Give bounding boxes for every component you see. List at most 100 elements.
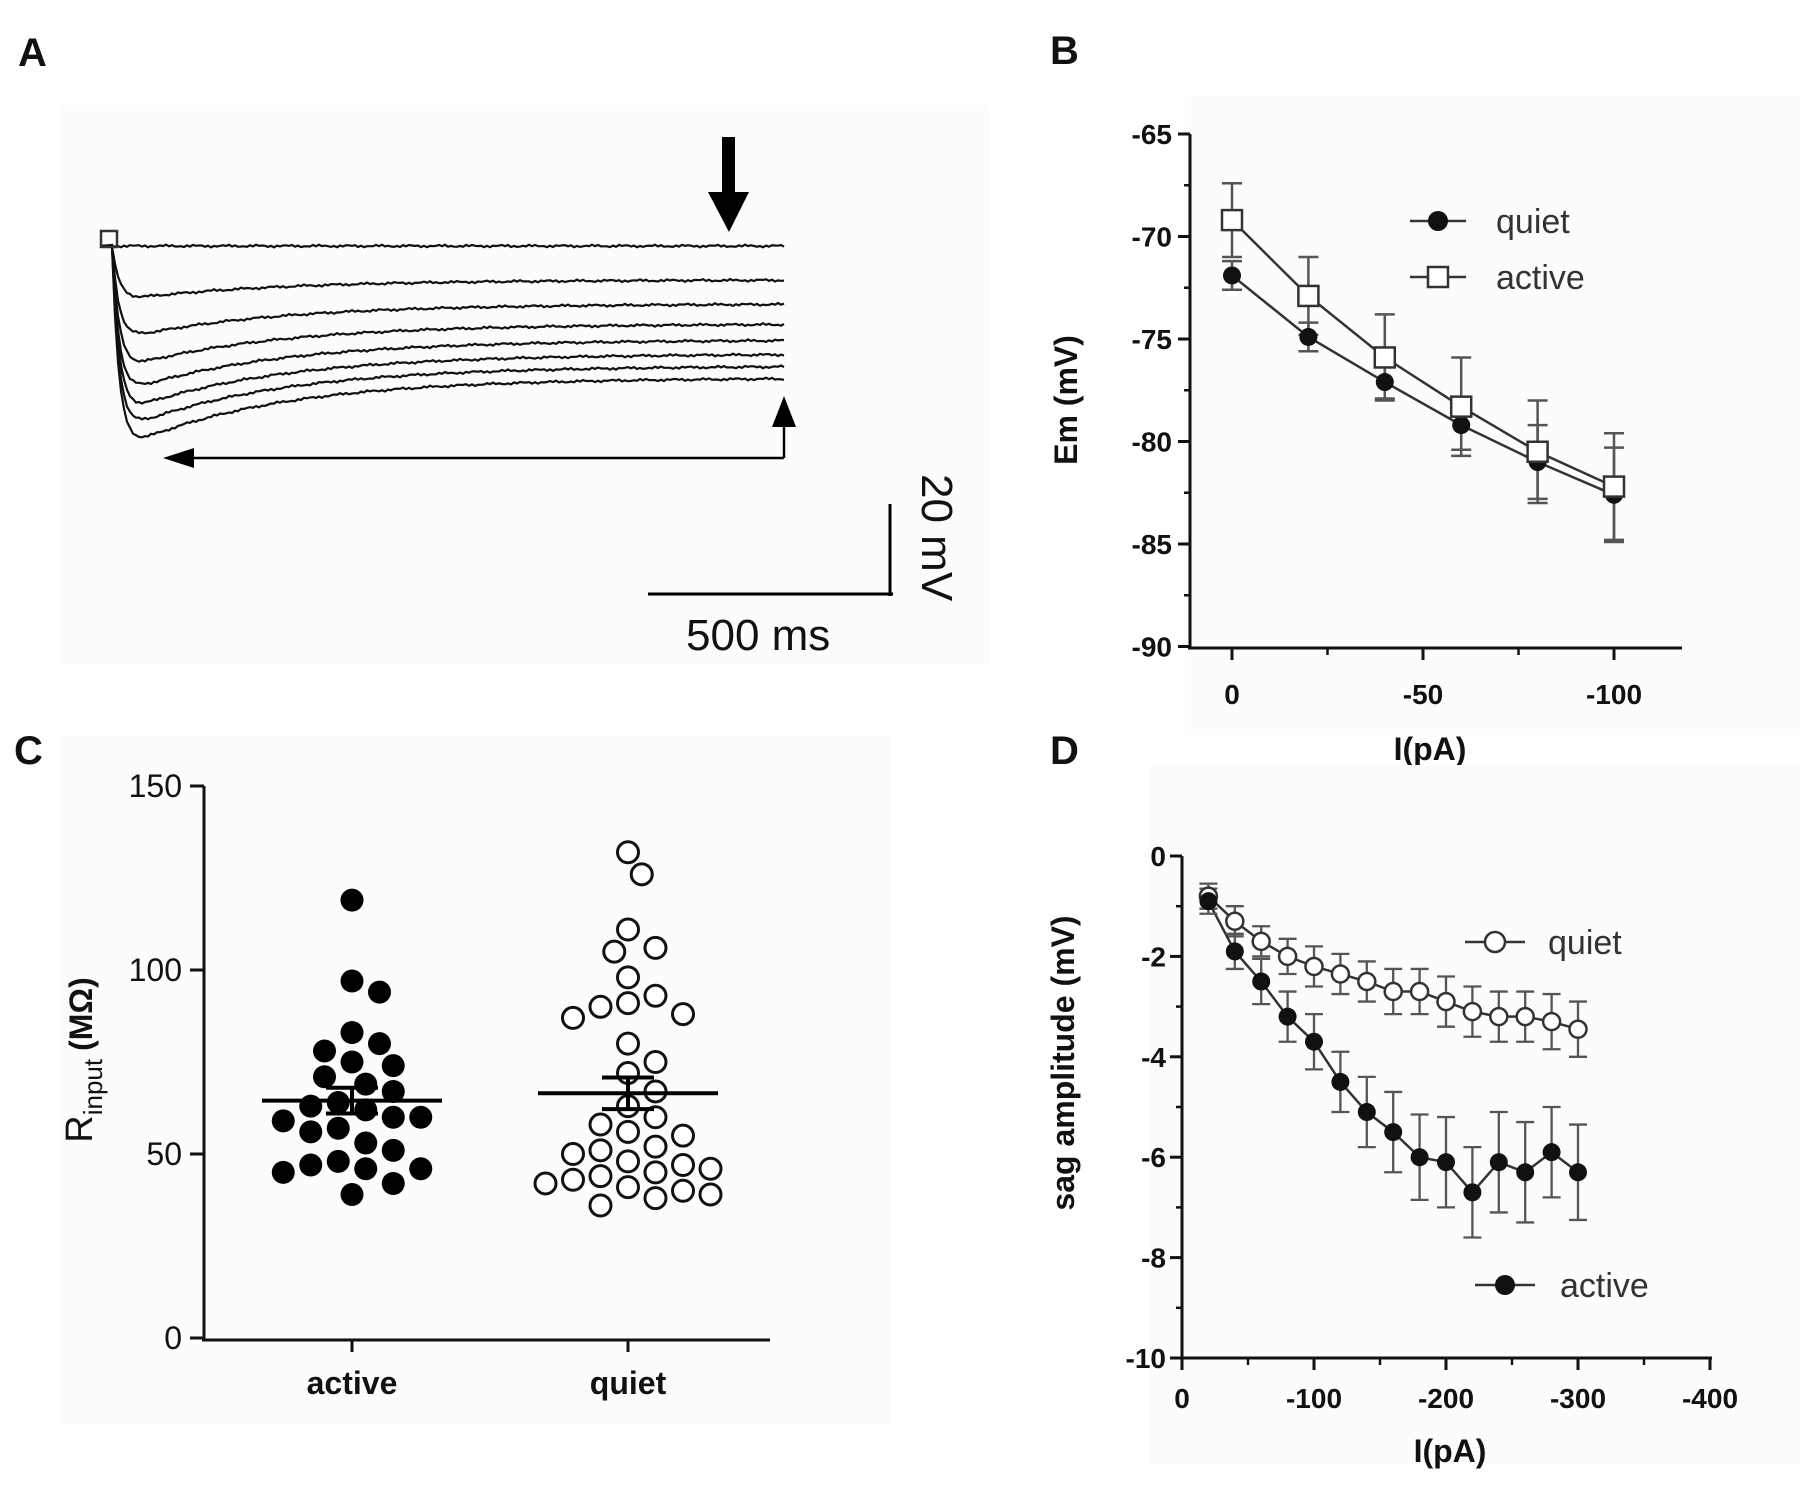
data-point-quiet — [1489, 1006, 1509, 1027]
y-tick-label: -4 — [1141, 1042, 1166, 1073]
scale-bar-time-label: 500 ms — [686, 611, 830, 660]
data-point-quiet — [602, 939, 627, 964]
x-tick-label: 0 — [1224, 679, 1240, 710]
data-point-active — [1331, 1072, 1350, 1091]
data-point-active — [1357, 1103, 1376, 1122]
data-point-active — [409, 1157, 433, 1181]
panel-b-chart: -65 -70 -75 -80 -85 -90 0 -50 -100 Em (mV) I(pA)… — [1048, 95, 1800, 767]
data-point-active — [1463, 1183, 1482, 1202]
data-point-quiet — [643, 1186, 668, 1211]
data-point-quiet — [1383, 981, 1403, 1002]
data-point-quiet — [588, 1193, 613, 1218]
data-point-quiet — [616, 991, 640, 1016]
x-tick-label: active — [307, 1365, 398, 1401]
data-point-active — [1220, 208, 1244, 232]
panel-d-xlabel: I(pA) — [1414, 1433, 1487, 1469]
data-point-active — [1542, 1143, 1561, 1162]
data-point-quiet — [588, 994, 613, 1019]
data-point-active — [1297, 284, 1320, 308]
data-point-quiet — [1462, 1001, 1483, 1022]
voltage-trace — [99, 243, 785, 249]
data-point-active — [1569, 1163, 1587, 1182]
data-point-active — [313, 1039, 336, 1063]
data-point-quiet — [1452, 416, 1471, 435]
data-point-active — [1449, 395, 1473, 418]
data-point-quiet — [1223, 266, 1241, 285]
data-point-quiet — [561, 1142, 585, 1166]
data-point-active — [409, 1105, 433, 1129]
x-tick-label: -50 — [1403, 679, 1443, 710]
data-point-quiet — [671, 1153, 695, 1178]
data-point-quiet — [616, 1031, 640, 1056]
data-point-quiet — [1357, 971, 1377, 992]
data-point-quiet — [616, 1175, 640, 1200]
data-point-quiet — [643, 983, 668, 1008]
data-point-active — [340, 1050, 364, 1074]
y-tick-label: -2 — [1141, 941, 1166, 972]
data-point-quiet — [1299, 327, 1318, 346]
data-point-quiet — [616, 917, 640, 942]
data-point-active — [381, 1054, 405, 1078]
panel-a-traces: 500 ms 20 mV — [60, 105, 990, 665]
voltage-trace — [99, 244, 785, 405]
data-point-quiet — [1436, 991, 1456, 1012]
data-point-active — [381, 1079, 405, 1103]
panel-d-chart: 0-2-4-6-8-100 -100 -200 -300 -400 sag amplit… — [1045, 765, 1800, 1469]
data-point-active — [354, 1072, 378, 1096]
trace-group — [99, 243, 785, 439]
data-point-active — [1252, 972, 1271, 991]
data-point-active — [1437, 1153, 1455, 1172]
panel-c-axes: 0 50 100 150 active quiet — [129, 768, 770, 1401]
panel-d-ylabel: sag amplitude (mV) — [1045, 915, 1081, 1210]
data-point-quiet — [1568, 1019, 1588, 1039]
data-point-active — [1278, 1007, 1297, 1026]
data-point-active — [1526, 440, 1549, 463]
data-point-quiet — [671, 1002, 695, 1027]
data-point-active — [1410, 1148, 1429, 1167]
data-point-quiet — [1251, 931, 1271, 952]
panel-c-data — [262, 840, 723, 1218]
voltage-trace — [99, 244, 785, 439]
voltage-trace — [99, 243, 784, 386]
panel-c-background — [60, 735, 890, 1425]
data-point-quiet — [698, 1156, 723, 1181]
data-point-quiet — [533, 1171, 558, 1196]
x-tick-label: -100 — [1586, 679, 1642, 710]
panel-label-b: B — [1050, 29, 1079, 73]
data-point-quiet — [616, 1149, 640, 1174]
data-point-active — [354, 1131, 378, 1155]
arrow-up-icon — [772, 396, 796, 458]
panel-d-axes: 0-2-4-6-8-100 -100 -200 -300 -400 — [1126, 841, 1738, 1414]
arrow-down-icon — [708, 137, 749, 232]
data-point-quiet — [671, 1178, 695, 1203]
panel-label-d: D — [1050, 729, 1079, 773]
legend-quiet-marker — [1428, 211, 1448, 231]
y-tick-label: -65 — [1132, 119, 1172, 150]
data-point-active — [381, 1138, 405, 1162]
data-point-quiet — [1375, 373, 1394, 392]
y-tick-label: -80 — [1132, 427, 1172, 458]
legend-active-label: active — [1496, 259, 1585, 297]
data-point-quiet — [588, 1164, 613, 1189]
panel-label-a: A — [18, 31, 47, 75]
data-point-quiet — [1304, 956, 1324, 977]
voltage-trace — [99, 244, 785, 299]
y-tick-label: -90 — [1132, 632, 1172, 663]
panel-b-legend: quiet active — [1410, 203, 1585, 297]
x-tick-label: -100 — [1286, 1383, 1342, 1414]
data-point-active — [271, 1160, 295, 1184]
x-tick-label: -200 — [1418, 1383, 1474, 1414]
data-point-active — [354, 1098, 378, 1122]
data-point-quiet — [698, 1182, 723, 1207]
legend-active-marker-d — [1495, 1275, 1515, 1295]
trace-start-marker — [99, 229, 119, 249]
data-point-active — [1602, 475, 1626, 498]
data-point-quiet — [1409, 981, 1430, 1002]
voltage-trace — [99, 244, 785, 421]
panel-d-data — [1198, 882, 1588, 1239]
data-point-active — [1489, 1153, 1508, 1172]
data-point-quiet — [616, 1119, 640, 1144]
y-tick-label: -75 — [1132, 324, 1172, 355]
legend-active-label-d: active — [1560, 1267, 1649, 1305]
